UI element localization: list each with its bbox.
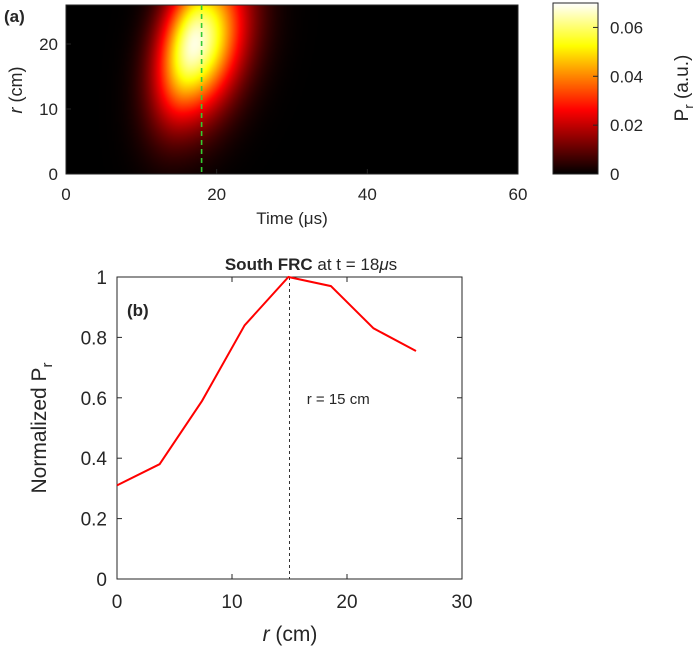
panel-b: South FRC at t = 18μs 0 10 20 3000.20.40.60… [28,255,473,646]
series-line [116,275,417,487]
chart-b-title-end: s [389,255,398,274]
heatmap-ylabel: r (cm) [6,67,26,114]
series-points [116,276,417,486]
heatmap-frame [65,4,519,175]
chart-b-title-mu: μ [378,255,389,274]
heatmap-ytick-label: 10 [39,100,58,119]
heatmap-xtick-label: 20 [207,185,226,204]
heatmap-ytick-label: 20 [39,35,58,54]
colorbar-label-unit: (a.u.) [672,55,693,105]
colorbar-label: Pr (a.u.) [672,55,696,122]
colorbar-tick-label: 0.02 [610,116,643,135]
chart-b-title-rest: at t = 18 [313,255,380,274]
colorbar-label-sub: r [681,104,696,109]
heatmap-ylabel-unit: (cm) [6,67,26,108]
chart-b-title: South FRC at t = 18μs [225,255,397,274]
heatmap-xtick-label: 60 [509,185,528,204]
plot-b-xlabel-unit: (cm) [270,623,318,646]
panel-b-label: (b) [127,301,149,320]
heatmap-xtick-label: 0 [61,185,70,204]
plot-b-ytick-label: 0.8 [81,328,107,349]
heatmap-xlabel: Time (μs) [256,209,328,228]
plot-b-xtick-label: 30 [451,592,472,613]
plot-b-ylabel-main: Normalized P [28,367,51,493]
heatmap-xtick-label: 40 [358,185,377,204]
radius-annotation: r = 15 cm [307,391,370,408]
plot-b-xtick-label: 20 [336,592,357,613]
chart-b-title-bold: South FRC [225,255,313,274]
plot-b-ylabel: Normalized Pr [28,362,56,493]
colorbar-tick-label: 0.06 [610,18,643,37]
plot-b-xlabel: r (cm) [263,623,318,646]
panel-a-label: (a) [4,7,25,26]
heatmap-ylabel-var: r [6,106,26,113]
colorbar-label-main: P [672,109,693,122]
colorbar-image [553,3,598,174]
plot-b-ytick-label: 0 [96,570,107,591]
plot-b-ytick-label: 0.4 [81,449,108,470]
colorbar-tick-label: 0 [610,165,619,184]
plot-b-ytick-label: 0.2 [81,510,107,531]
plot-b-xtick-label: 0 [112,592,123,613]
colorbar-tick-label: 0.04 [610,67,643,86]
heatmap-axes: 0 20 40 60 0 10 20 [39,35,527,204]
heatmap-image [66,5,518,174]
plot-b-ytick-label: 1 [96,268,107,289]
plot-b-ytick-label: 0.6 [81,389,107,410]
plot-b-xtick-label: 10 [221,592,242,613]
plot-b-ylabel-sub: r [39,362,56,367]
heatmap-ytick-label: 0 [49,165,58,184]
colorbar-axes: 0 0.02 0.04 0.06 [593,18,643,184]
colorbar-frame [552,2,599,175]
plot-b-axes: 0 10 20 30 0 0.2 0.4 0.6 0.8 1 [81,268,473,613]
plot-b-xlabel-var: r [263,623,271,646]
